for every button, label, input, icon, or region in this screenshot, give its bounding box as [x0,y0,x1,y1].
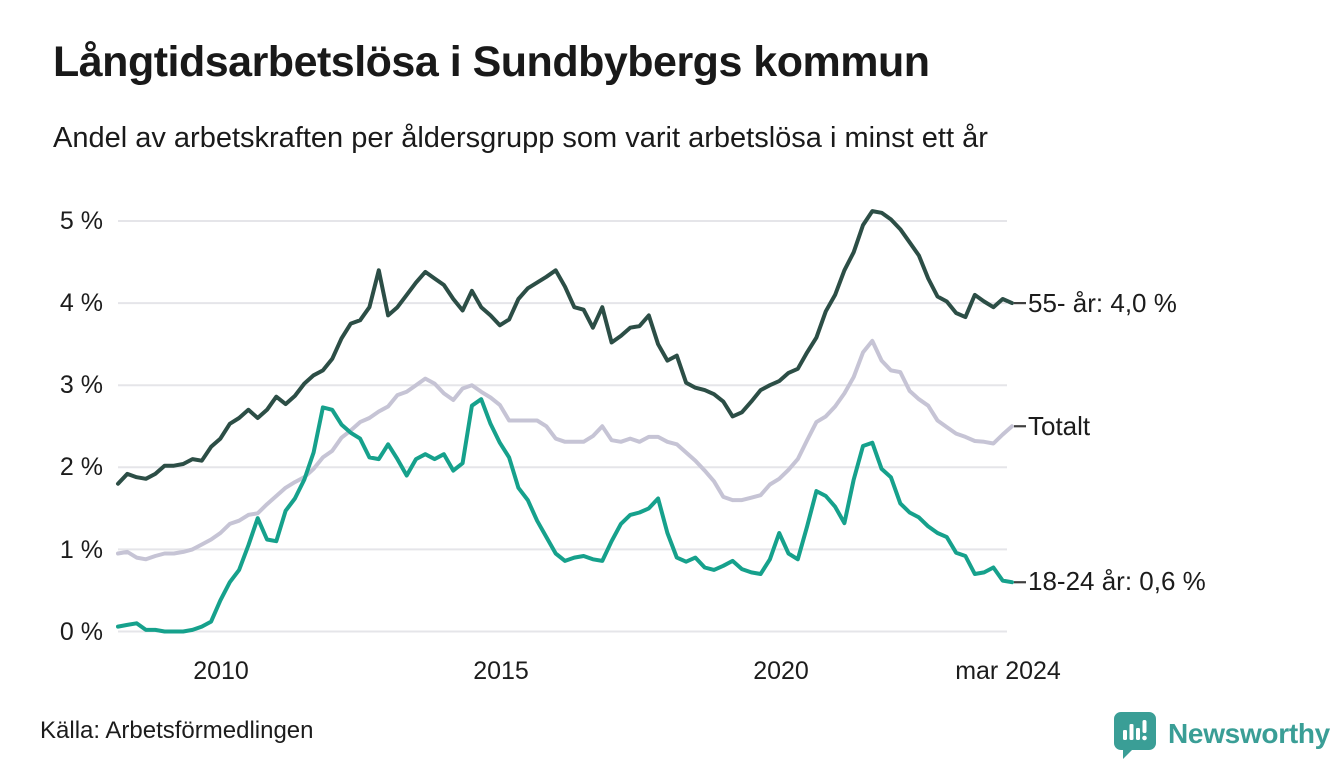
page-title: Långtidsarbetslösa i Sundbybergs kommun [53,38,930,86]
series-line-Totalt [116,338,1014,562]
series-label-text: Totalt [1028,411,1091,441]
page-subtitle: Andel av arbetskraften per åldersgrupp s… [53,122,988,154]
x-axis-tick: mar 2024 [955,657,1061,685]
series-line-55- år [116,209,1014,486]
y-axis-tick: 2 % [59,453,103,481]
newsworthy-logo[interactable]: Newsworthy [1112,708,1330,760]
series-line-18-24 år [116,397,1014,634]
series-label-text: 55- år: 4,0 % [1028,288,1177,318]
series-label-text: 18-24 år: 0,6 % [1028,566,1206,596]
series-label-totalt: Totalt [1028,409,1090,443]
y-axis-tick: 3 % [59,371,103,399]
series-label-55-ar: 55- år: 4,0 % [1028,286,1177,320]
y-axis-tick: 5 % [59,207,103,235]
series-label-18-24-ar: 18-24 år: 0,6 % [1028,564,1206,598]
newsworthy-wordmark: Newsworthy [1168,718,1330,749]
newsworthy-bubble-icon [1114,712,1156,759]
x-axis-tick: 2010 [193,657,249,685]
y-axis-tick: 0 % [59,618,103,646]
source-attribution: Källa: Arbetsförmedlingen [40,717,314,744]
x-axis-tick: 2020 [753,657,809,685]
x-axis-tick: 2015 [473,657,529,685]
y-axis-tick: 4 % [59,289,103,317]
y-axis-tick: 1 % [59,536,103,564]
